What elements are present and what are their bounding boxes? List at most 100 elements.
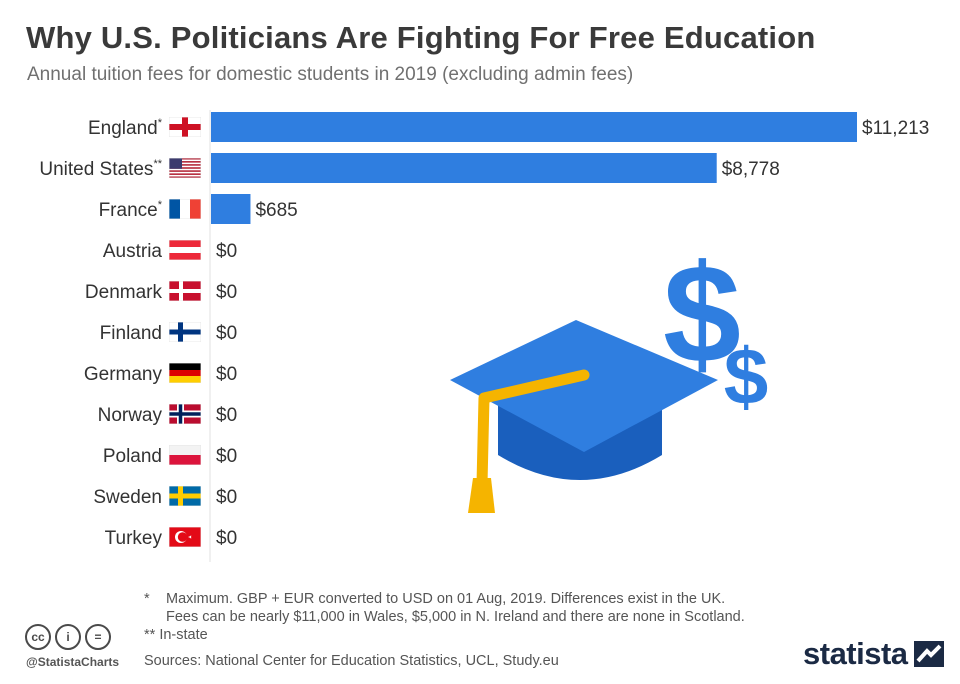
category-footnote-mark: * bbox=[158, 117, 163, 129]
flag-stripe bbox=[169, 161, 201, 163]
footnote-2-text: ** In-state bbox=[144, 627, 208, 643]
crescent-inner bbox=[177, 532, 188, 542]
turkey-flag-icon bbox=[169, 527, 201, 547]
statista-mark-icon bbox=[913, 641, 944, 667]
flag-part bbox=[169, 412, 201, 416]
england-flag-icon bbox=[169, 117, 201, 137]
value-label: $0 bbox=[216, 364, 237, 385]
flag-stripe bbox=[169, 167, 201, 169]
category-name: Finland bbox=[100, 323, 162, 344]
category-label: Poland bbox=[103, 446, 162, 467]
category-footnote-mark: ** bbox=[153, 158, 162, 170]
license-icons: cc i = bbox=[25, 624, 111, 650]
footnotes: * Maximum. GBP + EUR converted to USD on… bbox=[144, 590, 745, 644]
tassel-cord bbox=[476, 369, 590, 490]
flag-stripe bbox=[169, 158, 201, 160]
category-label: Turkey bbox=[105, 528, 163, 549]
flag-stripe bbox=[169, 170, 201, 172]
value-label: $0 bbox=[216, 282, 237, 303]
creative-commons-icon: cc bbox=[25, 624, 51, 650]
value-label: $0 bbox=[216, 528, 237, 549]
social-handle[interactable]: @StatistaCharts bbox=[26, 655, 120, 669]
category-name: Austria bbox=[103, 241, 163, 262]
flag-part bbox=[169, 370, 201, 376]
flag-part bbox=[169, 289, 201, 293]
usa-flag-icon bbox=[169, 158, 201, 178]
finland-flag-icon bbox=[169, 322, 201, 342]
bar bbox=[211, 112, 857, 142]
footnote-1: * Maximum. GBP + EUR converted to USD on… bbox=[144, 590, 745, 608]
flag-part bbox=[169, 493, 201, 499]
category-label: Germany bbox=[84, 364, 163, 385]
statista-logo[interactable]: statista bbox=[803, 636, 944, 672]
bar bbox=[211, 153, 717, 183]
no-derivatives-icon: = bbox=[85, 624, 111, 650]
statista-wordmark: statista bbox=[803, 636, 908, 671]
germany-flag-icon bbox=[169, 363, 201, 383]
category-name: France bbox=[99, 200, 158, 221]
category-label: Sweden bbox=[93, 487, 162, 508]
category-name: Norway bbox=[98, 405, 163, 426]
footnote-indent bbox=[144, 608, 166, 626]
footnote-1-line2: Fees can be nearly $11,000 in Wales, $5,… bbox=[166, 609, 745, 625]
flag-part bbox=[169, 376, 201, 383]
flag-stripe bbox=[169, 164, 201, 166]
value-label: $8,778 bbox=[722, 159, 780, 180]
flag-part bbox=[169, 363, 201, 370]
category-label: Norway bbox=[98, 405, 163, 426]
footnote-1-continued: Fees can be nearly $11,000 in Wales, $5,… bbox=[144, 608, 745, 626]
france-flag-icon bbox=[169, 199, 201, 219]
tassel-end bbox=[468, 478, 495, 513]
category-name: Germany bbox=[84, 364, 163, 385]
category-name: Poland bbox=[103, 446, 162, 467]
flag-part bbox=[169, 158, 182, 169]
attribution-icon: i bbox=[55, 624, 81, 650]
footnote-2: ** In-state bbox=[144, 626, 745, 644]
value-label: $0 bbox=[216, 241, 237, 262]
chart-title: Why U.S. Politicians Are Fighting For Fr… bbox=[26, 20, 816, 55]
austria-flag-icon bbox=[169, 240, 201, 260]
flag-part bbox=[169, 445, 201, 455]
flag-part bbox=[169, 247, 201, 253]
value-label: $685 bbox=[255, 200, 297, 221]
cap-top bbox=[450, 320, 718, 452]
flag-part bbox=[180, 199, 190, 219]
category-footnote-mark: * bbox=[158, 199, 163, 211]
sources: Sources: National Center for Education S… bbox=[144, 653, 559, 669]
value-label: $0 bbox=[216, 487, 237, 508]
small-dollar-icon: $ bbox=[724, 332, 769, 421]
flag-stripe bbox=[169, 176, 201, 178]
norway-flag-icon bbox=[169, 404, 201, 424]
chart-subtitle: Annual tuition fees for domestic student… bbox=[27, 64, 634, 85]
value-label: $0 bbox=[216, 323, 237, 344]
value-label: $0 bbox=[216, 405, 237, 426]
flag-part bbox=[169, 329, 201, 335]
graduation-cap-with-dollar-signs-icon: $ $ bbox=[450, 235, 768, 513]
value-label: $11,213 bbox=[862, 118, 929, 139]
value-label: $0 bbox=[216, 446, 237, 467]
bar bbox=[211, 194, 251, 224]
flag-stripe bbox=[169, 173, 201, 175]
flag-part bbox=[169, 199, 180, 219]
category-name: England bbox=[88, 118, 158, 139]
footnote-1-symbol: * bbox=[144, 591, 150, 607]
category-name: Denmark bbox=[85, 282, 163, 303]
category-label: France* bbox=[99, 199, 163, 221]
category-label: England* bbox=[88, 117, 163, 139]
denmark-flag-icon bbox=[169, 281, 201, 301]
flag-part bbox=[169, 124, 201, 130]
category-name: United States bbox=[39, 159, 153, 180]
flag-part bbox=[190, 199, 201, 219]
footnote-1-line1: Maximum. GBP + EUR converted to USD on 0… bbox=[166, 591, 726, 607]
category-label: Finland bbox=[100, 323, 162, 344]
category-name: Sweden bbox=[93, 487, 162, 508]
star bbox=[188, 535, 192, 539]
sweden-flag-icon bbox=[169, 486, 201, 506]
poland-flag-icon bbox=[169, 445, 201, 465]
flag-part bbox=[169, 455, 201, 465]
category-label: United States** bbox=[39, 158, 162, 180]
category-label: Austria bbox=[103, 241, 163, 262]
category-label: Denmark bbox=[85, 282, 163, 303]
category-name: Turkey bbox=[105, 528, 163, 549]
